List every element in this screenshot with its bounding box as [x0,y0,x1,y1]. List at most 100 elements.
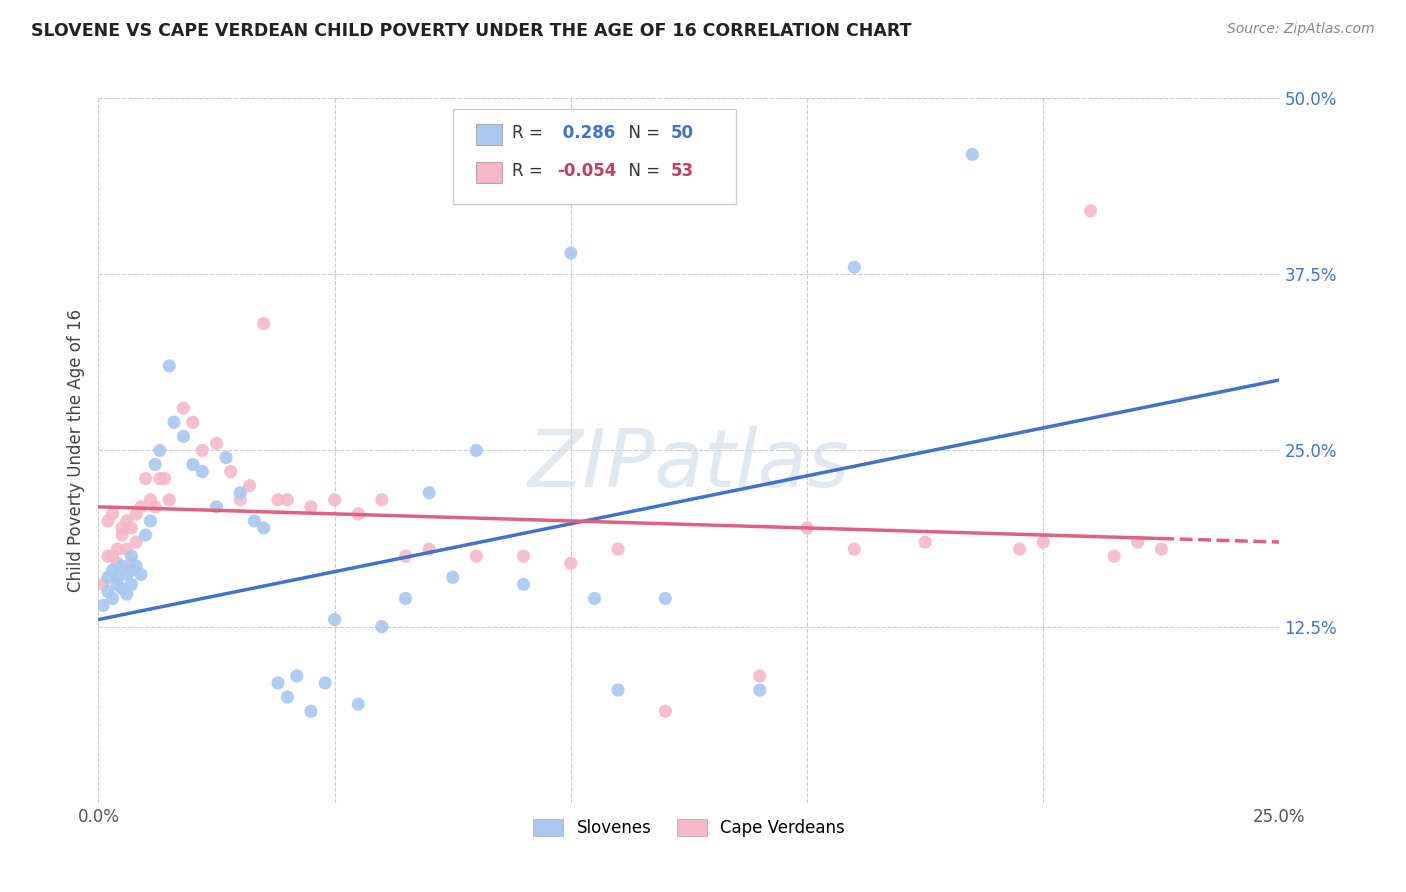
Point [512,577,534,591]
Point [394,591,416,606]
Point [347,697,370,711]
Point [91,577,114,591]
Point [125,535,148,549]
Point [101,591,124,606]
Point [105,570,128,584]
Point [125,507,148,521]
Point [962,147,984,161]
Point [371,492,394,507]
Point [163,415,186,429]
Point [796,521,818,535]
Point [115,542,138,557]
Text: Source: ZipAtlas.com: Source: ZipAtlas.com [1227,22,1375,37]
FancyBboxPatch shape [453,109,737,204]
Point [139,492,162,507]
Point [111,521,134,535]
Point [253,521,276,535]
Point [135,528,157,542]
Point [607,542,630,557]
Point [1080,203,1102,218]
Point [276,492,298,507]
Point [229,485,252,500]
Point [181,458,204,472]
Point [149,472,172,486]
Point [371,619,394,633]
Point [101,507,124,521]
Point [844,542,866,557]
Point [748,683,770,698]
Point [267,492,290,507]
Text: N =: N = [619,124,665,143]
Point [560,556,582,570]
Point [229,492,252,507]
Point [560,246,582,260]
Point [299,500,322,514]
Point [748,669,770,683]
Point [125,559,148,574]
Point [191,465,214,479]
Text: 53: 53 [671,161,695,179]
Point [1150,542,1173,557]
Point [583,591,606,606]
Point [205,436,228,450]
Point [121,563,143,577]
Point [219,465,242,479]
Point [172,401,194,416]
Point [654,591,676,606]
Point [121,549,143,564]
Point [149,443,172,458]
Point [243,514,266,528]
Point [105,577,128,591]
Point [253,317,276,331]
Point [239,478,262,492]
Point [101,549,124,564]
Point [347,507,370,521]
Point [115,514,138,528]
Point [111,582,134,596]
Point [441,570,464,584]
Point [276,690,298,705]
Point [285,669,308,683]
Text: 50: 50 [671,124,695,143]
Point [654,704,676,718]
Point [121,521,143,535]
Text: ZIPatlas: ZIPatlas [527,425,851,504]
Point [323,492,346,507]
Point [143,458,166,472]
Point [1032,535,1054,549]
Point [1008,542,1031,557]
Point [121,556,143,570]
Text: SLOVENE VS CAPE VERDEAN CHILD POVERTY UNDER THE AGE OF 16 CORRELATION CHART: SLOVENE VS CAPE VERDEAN CHILD POVERTY UN… [31,22,911,40]
Point [115,567,138,582]
Point [181,415,204,429]
Point [323,613,346,627]
Legend: Slovenes, Cape Verdeans: Slovenes, Cape Verdeans [527,813,851,844]
Point [215,450,238,465]
Point [135,472,157,486]
Point [512,549,534,564]
Point [115,587,138,601]
Point [299,704,322,718]
Point [157,359,180,373]
Point [844,260,866,275]
Point [418,485,440,500]
Point [139,514,162,528]
Point [97,549,120,564]
Point [97,514,120,528]
Point [172,429,194,443]
Point [607,683,630,698]
FancyBboxPatch shape [477,124,502,145]
Text: N =: N = [619,161,665,179]
Text: -0.054: -0.054 [557,161,616,179]
Text: R =: R = [512,161,548,179]
Point [97,570,120,584]
Point [111,559,134,574]
Y-axis label: Child Poverty Under the Age of 16: Child Poverty Under the Age of 16 [66,309,84,592]
Point [153,472,176,486]
FancyBboxPatch shape [477,161,502,183]
Point [111,528,134,542]
Point [1126,535,1149,549]
Text: R =: R = [512,124,548,143]
Point [101,563,124,577]
Point [157,492,180,507]
